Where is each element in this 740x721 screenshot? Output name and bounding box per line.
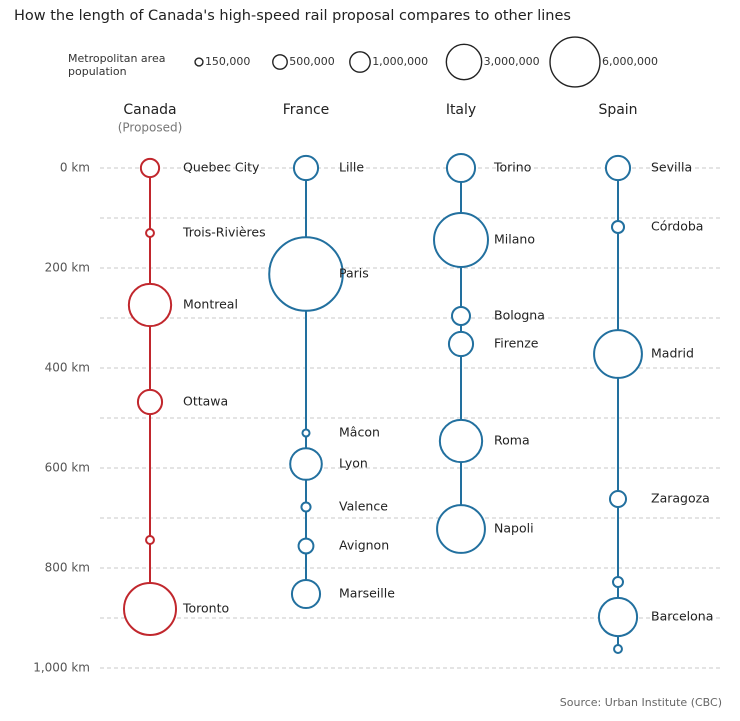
station-label: Napoli <box>494 521 534 536</box>
station-label: Zaragoza <box>651 491 710 506</box>
station-label: Córdoba <box>651 219 703 234</box>
chart-title: How the length of Canada's high-speed ra… <box>14 8 571 24</box>
station-label: Paris <box>339 266 369 281</box>
station <box>613 644 623 654</box>
station <box>597 596 639 638</box>
legend-title: Metropolitan area population <box>68 52 166 78</box>
station-label: Torino <box>493 160 531 175</box>
station-label: Trois-Rivières <box>182 225 266 240</box>
station-label: Lyon <box>339 456 368 471</box>
station <box>438 418 484 464</box>
station-label: Roma <box>494 433 530 448</box>
column-header: Canada <box>123 102 176 118</box>
y-tick-label: 400 km <box>45 361 90 375</box>
station <box>450 305 472 327</box>
station <box>593 329 643 379</box>
station-label: Ottawa <box>183 394 228 409</box>
y-tick-label: 1,000 km <box>33 661 90 675</box>
station-label: Madrid <box>651 346 694 361</box>
source: Source: Urban Institute (CBC) <box>560 696 722 709</box>
y-tick-label: 0 km <box>60 161 90 175</box>
station <box>136 388 164 416</box>
legend-size-label: 3,000,000 <box>484 55 540 68</box>
station <box>145 535 155 545</box>
station-label: Barcelona <box>651 609 713 624</box>
station-label: Valence <box>339 499 388 514</box>
station-label: Firenze <box>494 336 539 351</box>
legend-size-label: 150,000 <box>205 55 251 68</box>
station <box>290 578 322 610</box>
legend-size-label: 1,000,000 <box>372 55 428 68</box>
station <box>292 154 320 182</box>
station <box>436 504 486 554</box>
station <box>139 157 161 179</box>
legend-size-label: 6,000,000 <box>602 55 658 68</box>
station <box>612 576 624 588</box>
y-tick-label: 600 km <box>45 461 90 475</box>
station <box>127 282 173 328</box>
station-label: Marseille <box>339 586 395 601</box>
legend-size-circle <box>549 36 601 88</box>
station <box>433 212 489 268</box>
column-header: Spain <box>598 102 637 118</box>
station <box>445 152 477 184</box>
station-label: Milano <box>494 232 535 247</box>
station <box>301 428 311 438</box>
legend-size-circle <box>349 51 371 73</box>
station <box>608 489 628 509</box>
station <box>300 501 312 513</box>
station <box>122 581 178 637</box>
station-label: Montreal <box>183 297 238 312</box>
legend-size-label: 500,000 <box>289 55 335 68</box>
y-tick-label: 200 km <box>45 261 90 275</box>
column-header: France <box>283 102 330 118</box>
station <box>289 447 323 481</box>
legend-size-circle <box>194 57 204 67</box>
legend-size-circle <box>445 43 483 81</box>
station <box>604 154 632 182</box>
station <box>447 330 475 358</box>
column-note: (Proposed) <box>118 121 183 135</box>
station <box>145 228 155 238</box>
legend-size-circle <box>272 54 288 70</box>
station-label: Avignon <box>339 538 389 553</box>
station <box>610 219 626 235</box>
y-tick-label: 800 km <box>45 561 90 575</box>
station-label: Lille <box>339 160 364 175</box>
station-label: Bologna <box>494 308 545 323</box>
station <box>297 537 315 555</box>
station-label: Quebec City <box>183 160 260 175</box>
column-header: Italy <box>446 102 476 118</box>
station-label: Toronto <box>182 601 229 616</box>
station-label: Mâcon <box>339 425 380 440</box>
station <box>268 236 344 312</box>
station-label: Sevilla <box>651 160 692 175</box>
